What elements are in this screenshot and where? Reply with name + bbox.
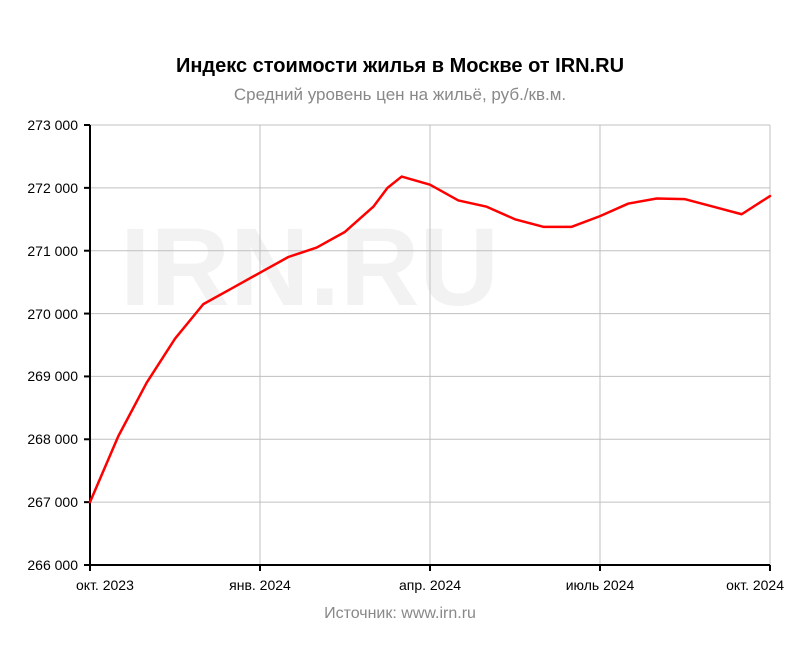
x-tick-label: окт. 2024 xyxy=(644,577,784,593)
chart-source: Источник: www.irn.ru xyxy=(0,605,800,623)
x-tick-label: янв. 2024 xyxy=(190,577,330,593)
y-tick-label: 273 000 xyxy=(0,117,78,133)
chart-container: Индекс стоимости жилья в Москве от IRN.R… xyxy=(0,0,800,653)
x-tick-label: апр. 2024 xyxy=(360,577,500,593)
grid xyxy=(90,125,770,565)
chart-title: Индекс стоимости жилья в Москве от IRN.R… xyxy=(0,55,800,78)
chart-subtitle: Средний уровень цен на жильё, руб./кв.м. xyxy=(0,85,800,105)
y-tick-label: 267 000 xyxy=(0,494,78,510)
y-tick-label: 269 000 xyxy=(0,368,78,384)
axes xyxy=(84,125,770,571)
y-tick-label: 271 000 xyxy=(0,243,78,259)
plot-area xyxy=(90,125,770,565)
y-tick-label: 270 000 xyxy=(0,306,78,322)
y-tick-label: 268 000 xyxy=(0,431,78,447)
y-tick-label: 266 000 xyxy=(0,557,78,573)
y-tick-label: 272 000 xyxy=(0,180,78,196)
